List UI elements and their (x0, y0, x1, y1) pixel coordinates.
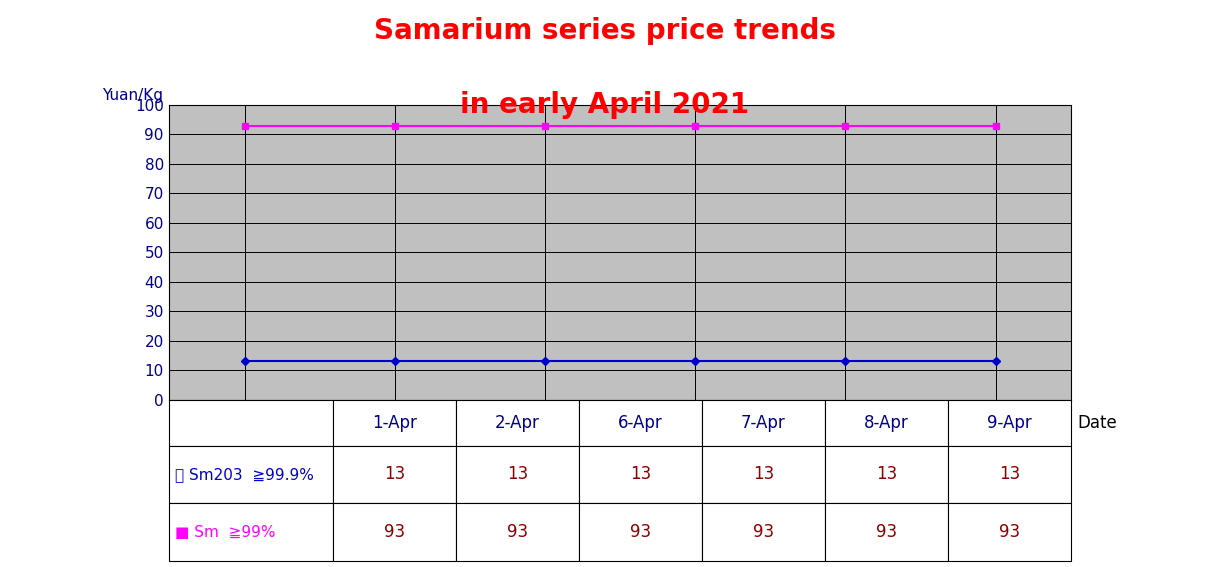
Text: 13: 13 (876, 466, 897, 484)
Text: 93: 93 (384, 523, 405, 541)
Text: 93: 93 (998, 523, 1020, 541)
Text: 7-Apr: 7-Apr (741, 414, 785, 431)
Text: ⬩ Sm203  ≧99.9%: ⬩ Sm203 ≧99.9% (175, 467, 315, 482)
Text: 13: 13 (998, 466, 1020, 484)
Text: Yuan/Kg: Yuan/Kg (103, 88, 163, 103)
Text: 9-Apr: 9-Apr (987, 414, 1032, 431)
Text: ■ Sm  ≧99%: ■ Sm ≧99% (175, 525, 276, 540)
Text: 13: 13 (753, 466, 774, 484)
Text: 13: 13 (507, 466, 528, 484)
Text: 1-Apr: 1-Apr (371, 414, 416, 431)
Text: 8-Apr: 8-Apr (864, 414, 909, 431)
Text: 93: 93 (753, 523, 774, 541)
Text: in early April 2021: in early April 2021 (461, 91, 749, 119)
Text: 6-Apr: 6-Apr (618, 414, 663, 431)
Text: 13: 13 (384, 466, 405, 484)
Text: 93: 93 (507, 523, 528, 541)
Text: Date: Date (1077, 414, 1117, 431)
Text: 93: 93 (876, 523, 897, 541)
Text: 13: 13 (629, 466, 651, 484)
Text: 93: 93 (629, 523, 651, 541)
Text: Samarium series price trends: Samarium series price trends (374, 17, 836, 45)
Text: 2-Apr: 2-Apr (495, 414, 540, 431)
